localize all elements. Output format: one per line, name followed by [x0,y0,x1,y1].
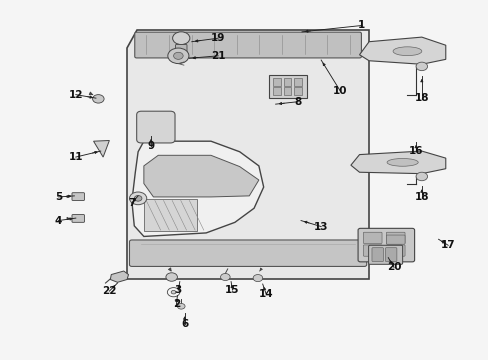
Polygon shape [127,30,368,279]
FancyBboxPatch shape [368,245,402,264]
FancyBboxPatch shape [371,248,383,261]
FancyBboxPatch shape [385,248,396,261]
FancyBboxPatch shape [363,245,381,256]
Text: 1: 1 [358,21,365,31]
Text: 19: 19 [210,33,225,43]
FancyBboxPatch shape [72,193,84,201]
Circle shape [129,192,146,205]
Polygon shape [132,141,263,237]
Text: 22: 22 [102,286,116,296]
Text: 11: 11 [68,152,83,162]
Circle shape [167,48,188,64]
FancyBboxPatch shape [283,87,291,95]
Text: 10: 10 [332,86,347,96]
FancyBboxPatch shape [273,87,280,95]
FancyBboxPatch shape [269,75,306,98]
FancyBboxPatch shape [175,45,186,52]
Text: 13: 13 [313,221,328,231]
Text: 18: 18 [414,93,428,103]
Text: 21: 21 [210,51,225,61]
Polygon shape [143,155,258,197]
Text: 4: 4 [55,216,62,226]
Polygon shape [143,199,196,231]
Circle shape [172,32,189,45]
FancyBboxPatch shape [136,111,175,143]
Text: 16: 16 [408,146,423,156]
FancyBboxPatch shape [357,228,414,262]
FancyBboxPatch shape [273,78,280,86]
Text: 9: 9 [147,141,154,152]
Text: 5: 5 [55,192,62,202]
Text: 12: 12 [68,90,83,100]
Text: 17: 17 [440,240,454,250]
FancyBboxPatch shape [294,78,302,86]
Circle shape [177,303,184,309]
Circle shape [415,62,427,71]
Text: 18: 18 [414,192,428,202]
FancyBboxPatch shape [386,232,404,243]
FancyBboxPatch shape [386,235,404,244]
Polygon shape [93,140,109,157]
Ellipse shape [392,47,421,56]
Circle shape [92,95,104,103]
Ellipse shape [386,158,417,166]
FancyBboxPatch shape [72,215,84,222]
Circle shape [173,52,183,59]
FancyBboxPatch shape [129,240,366,266]
FancyBboxPatch shape [386,245,404,256]
Text: 3: 3 [174,285,182,295]
Polygon shape [359,37,445,64]
Circle shape [134,195,142,201]
Circle shape [253,275,262,282]
Circle shape [165,273,177,281]
FancyBboxPatch shape [135,32,361,58]
FancyBboxPatch shape [283,78,291,86]
Text: 7: 7 [128,198,135,208]
FancyBboxPatch shape [363,232,381,243]
Circle shape [220,274,230,280]
Circle shape [415,172,427,181]
Text: 15: 15 [225,285,239,295]
Text: 20: 20 [386,262,401,273]
Text: 6: 6 [181,319,188,329]
FancyBboxPatch shape [294,87,302,95]
Text: 8: 8 [294,97,301,107]
Text: 2: 2 [172,299,180,309]
Text: 14: 14 [258,289,273,298]
Polygon shape [110,271,128,282]
Polygon shape [350,151,445,174]
Circle shape [171,291,176,294]
